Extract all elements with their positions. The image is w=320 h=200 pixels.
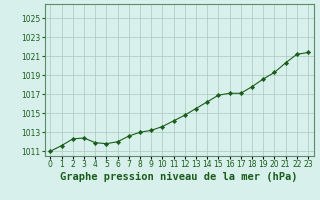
X-axis label: Graphe pression niveau de la mer (hPa): Graphe pression niveau de la mer (hPa) (60, 172, 298, 182)
